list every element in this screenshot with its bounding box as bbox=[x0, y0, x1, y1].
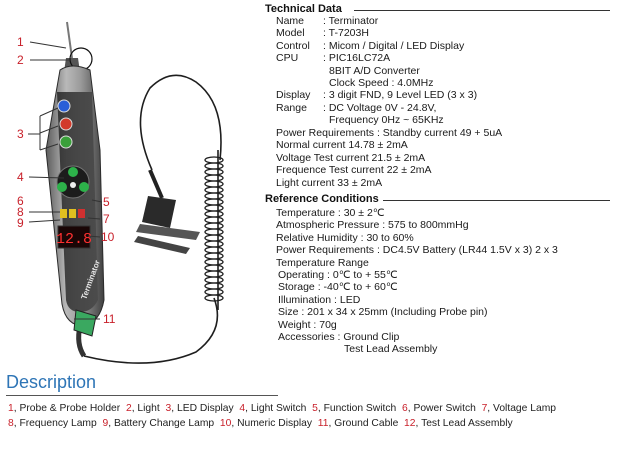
callout-8: 8 bbox=[17, 205, 24, 219]
callout-1: 1 bbox=[17, 35, 24, 49]
function-switch-button bbox=[57, 182, 67, 192]
callout-6: 6 bbox=[17, 194, 24, 208]
description-title: Description bbox=[6, 372, 97, 392]
callout-9: 9 bbox=[17, 216, 24, 230]
coil-loops bbox=[204, 156, 224, 302]
light-switch-button bbox=[68, 167, 78, 177]
device-illustration: 12.8 Terminator bbox=[28, 21, 224, 364]
numeric-display: 12.8 bbox=[56, 225, 92, 249]
technical-data-rows: Name: Terminator Model: T-7203H Control:… bbox=[276, 15, 478, 127]
callout-lines bbox=[28, 41, 103, 320]
technical-data-power: Power Requirements : Standby current 49 … bbox=[276, 127, 503, 189]
power-switch-button bbox=[79, 182, 89, 192]
callout-4: 4 bbox=[17, 170, 24, 184]
description-line-2: 8, Frequency Lamp 9, Battery Change Lamp… bbox=[8, 418, 513, 429]
ground-clip bbox=[134, 169, 200, 254]
technical-data-rule bbox=[354, 10, 610, 11]
callout-3: 3 bbox=[17, 127, 24, 141]
svg-text:12.8: 12.8 bbox=[56, 231, 92, 248]
callout-7: 7 bbox=[103, 212, 110, 226]
callout-11: 11 bbox=[103, 312, 116, 326]
reference-conditions-lines: Temperature : 30 ± 2℃ Atmospheric Pressu… bbox=[276, 207, 558, 356]
callout-10: 10 bbox=[101, 230, 115, 244]
ground-cable bbox=[73, 309, 97, 358]
callout-2: 2 bbox=[17, 53, 24, 67]
reference-conditions-rule bbox=[383, 200, 610, 201]
technical-data-title: Technical Data bbox=[265, 3, 342, 15]
description-rule bbox=[6, 395, 278, 396]
status-lamps bbox=[60, 209, 85, 218]
description-line-1: 1, Probe & Probe Holder 2, Light 3, LED … bbox=[8, 403, 557, 414]
led-display-lamps bbox=[57, 99, 73, 149]
callout-5: 5 bbox=[103, 195, 110, 209]
reference-conditions-title: Reference Conditions bbox=[265, 193, 379, 205]
switch-cluster[interactable] bbox=[56, 165, 90, 199]
